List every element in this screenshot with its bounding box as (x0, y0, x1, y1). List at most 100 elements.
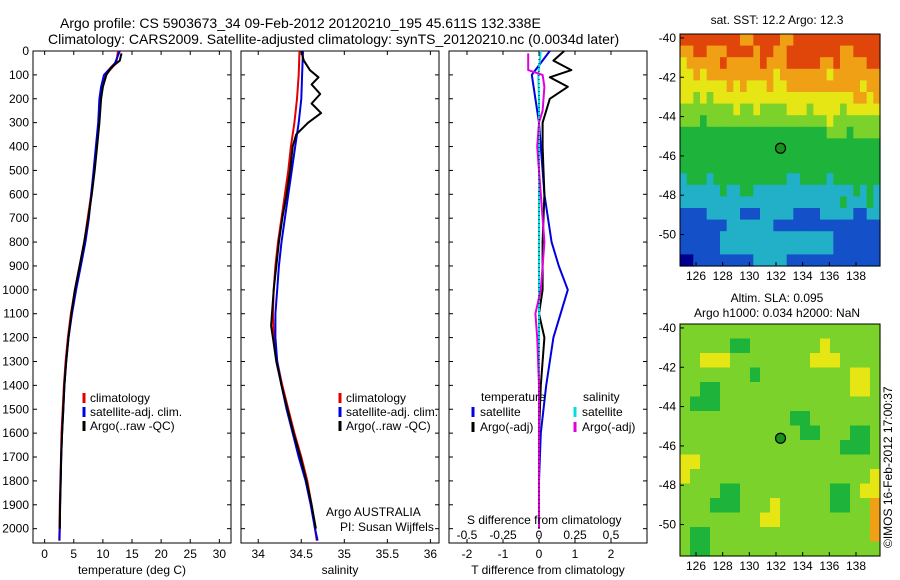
sst_map-cell (713, 184, 721, 197)
salinity-legend-label: satellite-adj. clim. (346, 405, 438, 419)
sst_map-cell (680, 68, 688, 81)
sst_map-cell (866, 92, 874, 105)
sst_map-cell (780, 80, 788, 93)
sst_map-cell (786, 184, 794, 197)
sst_map-xtick-label: 138 (846, 269, 866, 283)
sst_map-cell (740, 173, 748, 186)
sla_map-cell (720, 527, 731, 543)
sla_map-cell (870, 440, 881, 456)
sst_map-cell (680, 196, 688, 209)
sla_map-cell (820, 367, 831, 383)
temperature-ytick-label: 1600 (2, 426, 29, 440)
sla_map-cell (720, 541, 731, 557)
sst_map-cell (746, 173, 754, 186)
sst_map-cell (726, 231, 734, 244)
sst_map-cell (833, 150, 841, 163)
sst_map-cell (766, 184, 774, 197)
sst_map-cell (820, 92, 828, 105)
sla_map-cell (760, 541, 771, 557)
sst_map-cell (793, 68, 801, 81)
sla_map-xtick-label: 128 (713, 559, 733, 573)
sst_map-cell (840, 231, 848, 244)
sla_map-cell (720, 367, 731, 383)
sla_map-cell (840, 440, 851, 456)
sst_map-cell (733, 161, 741, 174)
sst_map-cell (873, 242, 881, 255)
sst_map-cell (826, 57, 834, 70)
temperature-legend-label: Argo(..raw -QC) (90, 419, 175, 433)
sst_map-cell (860, 115, 868, 128)
sla_map-cell (860, 498, 871, 514)
sla_map-cell (700, 411, 711, 427)
temperature-ytick-label: 1400 (2, 378, 29, 392)
sst_map-cell (753, 126, 761, 139)
sst_map-cell (780, 57, 788, 70)
sst_map-cell (720, 80, 728, 93)
sst_map-cell (733, 34, 741, 47)
sst_map-cell (680, 231, 688, 244)
sst_map-cell (713, 92, 721, 105)
sst_map-cell (706, 208, 714, 221)
sla_map-cell (780, 469, 791, 485)
sst_map-cell (706, 219, 714, 232)
sst_map-cell (860, 150, 868, 163)
sla_map-cell (820, 440, 831, 456)
sla_map-cell (680, 324, 691, 340)
sst_map-cell (800, 80, 808, 93)
sst_map-cell (833, 57, 841, 70)
sst_map-cell (726, 115, 734, 128)
sst_map-cell (780, 126, 788, 139)
sla_map-cell (770, 411, 781, 427)
temperature-xlabel: temperature (deg C) (78, 563, 186, 577)
sst_map-cell (700, 57, 708, 70)
sst_map-cell (760, 92, 768, 105)
sla_map-cell (740, 338, 751, 354)
sla_map-cell (820, 382, 831, 398)
sst_map-cell (860, 34, 868, 47)
sst_map-cell (766, 231, 774, 244)
sst_map-cell (806, 161, 814, 174)
sla_map-cell (800, 338, 811, 354)
sst_map-cell (866, 242, 874, 255)
sst_map-cell (740, 231, 748, 244)
sla_map-cell (720, 498, 731, 514)
sst_map-cell (680, 80, 688, 93)
sla_map-cell (710, 425, 721, 441)
sla_map-cell (710, 454, 721, 470)
sla_map-cell (830, 512, 841, 528)
sst_map-cell (866, 173, 874, 186)
sst_map-cell (786, 219, 794, 232)
sst_map-cell (833, 68, 841, 81)
sst_map-cell (853, 126, 861, 139)
sst_map-cell (813, 254, 821, 267)
sla_map-cell (680, 440, 691, 456)
sla_map-cell (830, 469, 841, 485)
sla_map-cell (740, 411, 751, 427)
sst_map-cell (686, 242, 694, 255)
sst_map-cell (726, 196, 734, 209)
sst_map-cell (873, 219, 881, 232)
salinity-xtick-label: 35 (338, 547, 352, 561)
sst_map-cell (826, 184, 834, 197)
sst_map-cell (686, 126, 694, 139)
sst_map-cell (853, 184, 861, 197)
sla_map-cell (780, 483, 791, 499)
sst_map-cell (800, 161, 808, 174)
sla_map-cell (800, 367, 811, 383)
sst_map-cell (840, 173, 848, 186)
sst_map-xtick-label: 128 (713, 269, 733, 283)
sst_map-cell (860, 196, 868, 209)
sla_map-cell (790, 367, 801, 383)
sst_map-cell (713, 45, 721, 58)
sst_map-cell (766, 57, 774, 70)
sst_map-cell (860, 138, 868, 151)
sst_map-cell (713, 254, 721, 267)
sla_map-cell (740, 382, 751, 398)
salinity-series-argo (270, 50, 323, 529)
sst_map-cell (706, 45, 714, 58)
sla_map-cell (730, 498, 741, 514)
sla_map-cell (770, 527, 781, 543)
sst_map-cell (706, 231, 714, 244)
sla_map-cell (790, 454, 801, 470)
sst_map-cell (846, 57, 854, 70)
